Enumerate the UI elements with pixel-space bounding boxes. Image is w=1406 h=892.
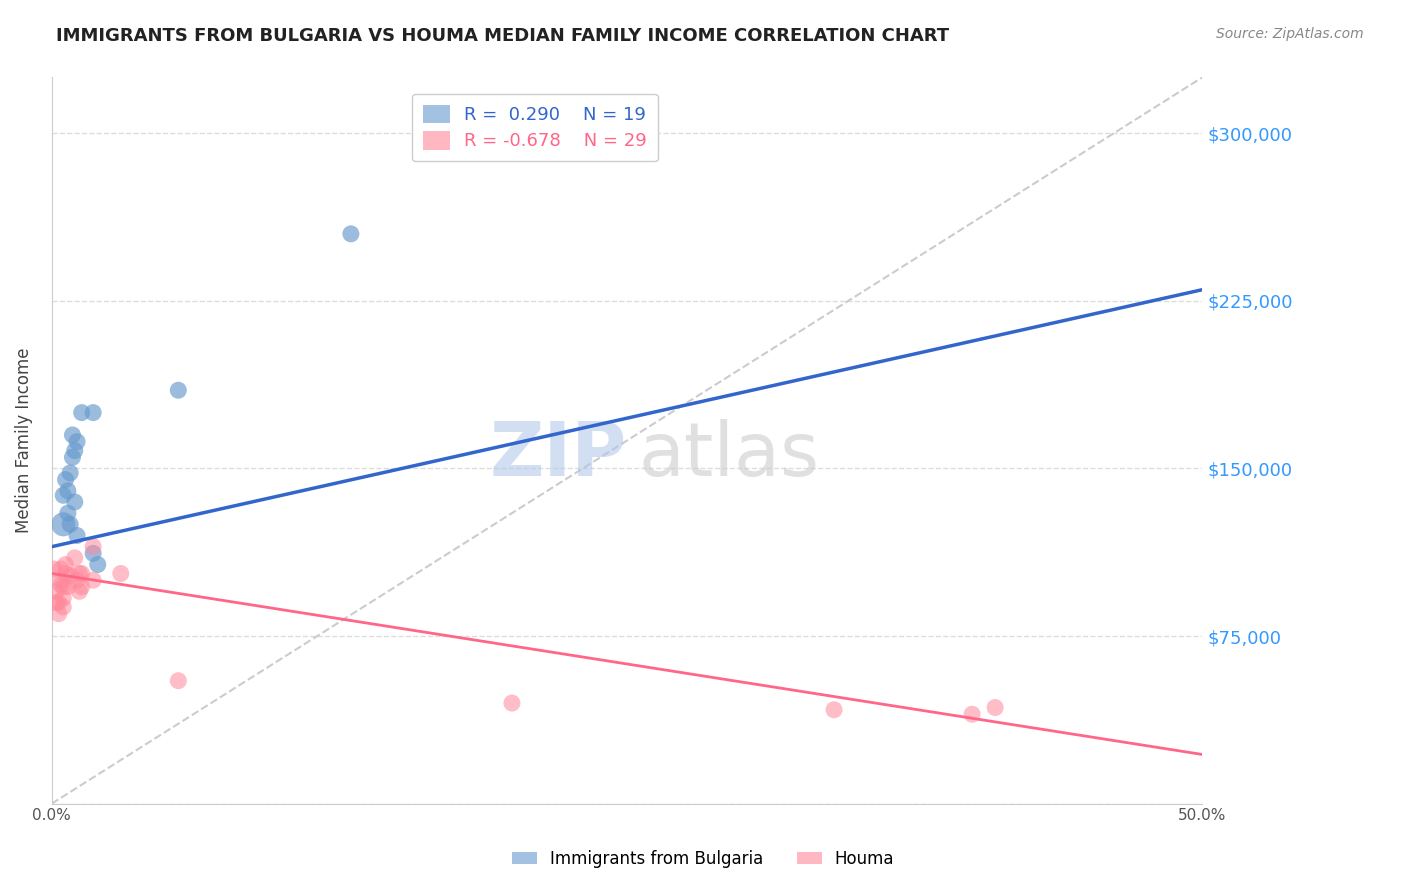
Point (63, 443, 86, 458)
Point (66, 573, 89, 587)
Point (984, 700, 1007, 714)
Legend: Immigrants from Bulgaria, Houma: Immigrants from Bulgaria, Houma (505, 844, 901, 875)
Point (70, 580, 93, 594)
Point (56, 506, 79, 520)
Point (167, 673, 190, 688)
Point (52, 517, 75, 532)
Point (52, 580, 75, 594)
Point (56, 580, 79, 594)
Point (82, 406, 104, 420)
Point (82, 540, 104, 554)
Point (59, 466, 82, 480)
Text: IMMIGRANTS FROM BULGARIA VS HOUMA MEDIAN FAMILY INCOME CORRELATION CHART: IMMIGRANTS FROM BULGARIA VS HOUMA MEDIAN… (56, 27, 949, 45)
Point (63, 495, 86, 509)
Point (70, 566, 93, 581)
Y-axis label: Median Family Income: Median Family Income (15, 348, 32, 533)
Point (62, 428, 84, 442)
Point (48, 607, 70, 621)
Point (167, 384, 190, 398)
Point (49, 577, 72, 591)
Point (56, 483, 79, 498)
Point (82, 546, 104, 560)
Point (110, 566, 132, 581)
Point (66, 434, 89, 449)
Point (960, 707, 983, 722)
Point (52, 591, 75, 605)
Text: atlas: atlas (638, 418, 820, 491)
Point (55, 566, 77, 581)
Point (59, 568, 82, 582)
Point (823, 703, 845, 717)
Point (42, 562, 65, 576)
Point (49, 573, 72, 587)
Point (67, 566, 90, 581)
Point (63, 550, 86, 565)
Point (45, 595, 67, 609)
Point (66, 528, 89, 542)
Point (52, 599, 75, 614)
Point (501, 696, 523, 710)
Point (45, 584, 67, 599)
Point (55, 558, 77, 572)
Legend: R =  0.290    N = 19, R = -0.678    N = 29: R = 0.290 N = 19, R = -0.678 N = 29 (412, 94, 658, 161)
Text: ZIP: ZIP (489, 418, 627, 491)
Text: Source: ZipAtlas.com: Source: ZipAtlas.com (1216, 27, 1364, 41)
Point (87, 558, 110, 572)
Point (340, 227, 363, 241)
Point (48, 595, 70, 609)
Point (62, 450, 84, 465)
Point (70, 406, 93, 420)
Point (67, 584, 90, 599)
Point (52, 488, 75, 502)
Point (55, 473, 77, 487)
Point (49, 562, 72, 576)
Point (82, 573, 104, 587)
Point (59, 517, 82, 532)
